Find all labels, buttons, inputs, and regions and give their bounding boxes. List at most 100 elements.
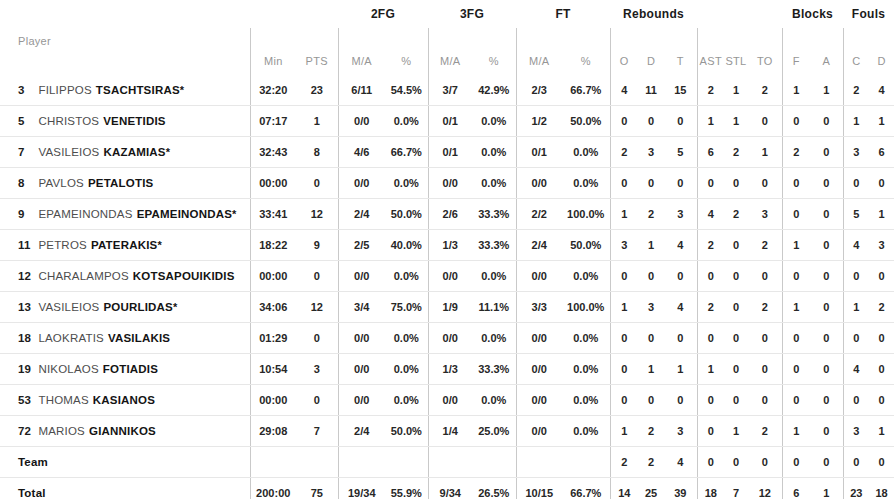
- group-header-rebounds: Rebounds: [610, 0, 697, 28]
- cell-pts: 75: [296, 478, 338, 499]
- cell-reb_t: 0: [664, 385, 697, 416]
- cell-to: 0: [748, 323, 782, 354]
- cell-blk_a: 0: [810, 137, 843, 168]
- cell-foul_c: 4: [843, 230, 869, 261]
- player-row: 9 EPAMEINONDASEPAMEINONDAS*33:41122/450.…: [0, 199, 894, 230]
- cell-fg2_pct: 66.7%: [385, 137, 428, 168]
- cell-fg2_ma: 19/34: [338, 478, 385, 499]
- cell-blk_f: 1: [782, 75, 810, 106]
- cell-min: 29:08: [250, 416, 296, 447]
- cell-foul_d: 2: [869, 292, 894, 323]
- player-rows: 3 FILIPPOSTSACHTSIRAS*32:20236/1154.5%3/…: [0, 75, 894, 499]
- cell-stl: 0: [724, 168, 748, 199]
- row-label: Team: [18, 456, 48, 468]
- cell-stl: 0: [724, 323, 748, 354]
- cell-blk_a: 0: [810, 292, 843, 323]
- cell-foul_d: 0: [869, 385, 894, 416]
- cell-blk_f: 1: [782, 292, 810, 323]
- cell-blk_a: 0: [810, 199, 843, 230]
- cell-to: 2: [748, 416, 782, 447]
- cell-foul_c: 0: [843, 385, 869, 416]
- player-number: 7: [18, 146, 35, 158]
- cell-foul_c: 5: [843, 199, 869, 230]
- group-header-ft: FT: [516, 0, 610, 28]
- player-last-name: KASIANOS: [93, 394, 155, 406]
- col-header-foul-c: C: [843, 28, 869, 75]
- player-row: 8 PAVLOSPETALOTIS00:0000/00.0%0/00.0%0/0…: [0, 168, 894, 199]
- column-header-row: Player Min PTS M/A % M/A % M/A % O D T A…: [0, 28, 894, 75]
- cell-reb_o: 2: [610, 137, 638, 168]
- cell-fg2_pct: 55.9%: [385, 478, 428, 499]
- cell-pts: 0: [296, 261, 338, 292]
- cell-blk_f: 0: [782, 354, 810, 385]
- cell-blk_a: 0: [810, 385, 843, 416]
- box-score-table: 2FG 3FG FT Rebounds Blocks Fouls Player …: [0, 0, 894, 499]
- cell-pts: 0: [296, 323, 338, 354]
- cell-to: 0: [748, 106, 782, 137]
- cell-min: 18:22: [250, 230, 296, 261]
- cell-reb_t: 4: [664, 230, 697, 261]
- cell-ast: 0: [697, 416, 724, 447]
- player-first-name: CHRISTOS: [38, 115, 99, 127]
- player-first-name: PAVLOS: [38, 177, 84, 189]
- cell-blk_a: 0: [810, 323, 843, 354]
- group-header-3fg: 3FG: [428, 0, 516, 28]
- cell-reb_d: 2: [638, 199, 664, 230]
- cell-stl: 0: [724, 292, 748, 323]
- col-header-to: TO: [748, 28, 782, 75]
- player-name-cell: 12 CHARALAMPOSKOTSAPOUIKIDIS: [0, 261, 250, 292]
- player-name-cell: 11 PETROSPATERAKIS*: [0, 230, 250, 261]
- cell-blk_f: 2: [782, 137, 810, 168]
- cell-ast: 2: [697, 230, 724, 261]
- cell-reb_o: 3: [610, 230, 638, 261]
- cell-ft_ma: 0/0: [516, 323, 562, 354]
- player-name-cell: 19 NIKOLAOSFOTIADIS: [0, 354, 250, 385]
- col-header-min: Min: [250, 28, 296, 75]
- cell-reb_o: 0: [610, 354, 638, 385]
- cell-reb_o: 1: [610, 416, 638, 447]
- cell-reb_d: 0: [638, 168, 664, 199]
- cell-blk_a: 0: [810, 354, 843, 385]
- cell-reb_o: 0: [610, 168, 638, 199]
- cell-reb_o: 14: [610, 478, 638, 499]
- cell-reb_t: 0: [664, 168, 697, 199]
- cell-ft_ma: 2/4: [516, 230, 562, 261]
- player-number: 12: [18, 270, 35, 282]
- cell-fg2_ma: 2/4: [338, 199, 385, 230]
- cell-fg3_ma: 1/4: [428, 416, 472, 447]
- cell-stl: 1: [724, 416, 748, 447]
- cell-blk_a: 0: [810, 168, 843, 199]
- player-row: 7 VASILEIOSKAZAMIAS*32:4384/666.7%0/10.0…: [0, 137, 894, 168]
- cell-fg3_pct: 0.0%: [472, 323, 516, 354]
- cell-blk_a: 0: [810, 447, 843, 478]
- cell-fg3_ma: 0/0: [428, 323, 472, 354]
- col-header-pts: PTS: [296, 28, 338, 75]
- cell-ft_pct: 0.0%: [562, 137, 610, 168]
- cell-pts: 1: [296, 106, 338, 137]
- cell-ft_pct: 100.0%: [562, 292, 610, 323]
- cell-pts: 23: [296, 75, 338, 106]
- player-row: 5 CHRISTOSVENETIDIS07:1710/00.0%0/10.0%1…: [0, 106, 894, 137]
- player-number: 8: [18, 177, 35, 189]
- cell-fg3_pct: 0.0%: [472, 106, 516, 137]
- player-name-cell: 53 THOMASKASIANOS: [0, 385, 250, 416]
- cell-fg3_ma: 9/34: [428, 478, 472, 499]
- cell-foul_c: 2: [843, 75, 869, 106]
- cell-fg2_ma: [338, 447, 385, 478]
- team-row: Team2240000000: [0, 447, 894, 478]
- cell-fg2_pct: 0.0%: [385, 354, 428, 385]
- col-header-reb-t: T: [664, 28, 697, 75]
- cell-stl: 0: [724, 230, 748, 261]
- starter-mark: *: [166, 146, 170, 158]
- cell-min: 200:00: [250, 478, 296, 499]
- cell-foul_d: 0: [869, 447, 894, 478]
- player-number: 5: [18, 115, 35, 127]
- cell-foul_d: 1: [869, 199, 894, 230]
- cell-reb_t: 1: [664, 354, 697, 385]
- cell-reb_d: 2: [638, 447, 664, 478]
- cell-reb_d: 11: [638, 75, 664, 106]
- player-row: 11 PETROSPATERAKIS*18:2292/540.0%1/333.3…: [0, 230, 894, 261]
- cell-reb_t: 3: [664, 199, 697, 230]
- player-name-cell: 13 VASILEIOSPOURLIDAS*: [0, 292, 250, 323]
- cell-stl: 0: [724, 354, 748, 385]
